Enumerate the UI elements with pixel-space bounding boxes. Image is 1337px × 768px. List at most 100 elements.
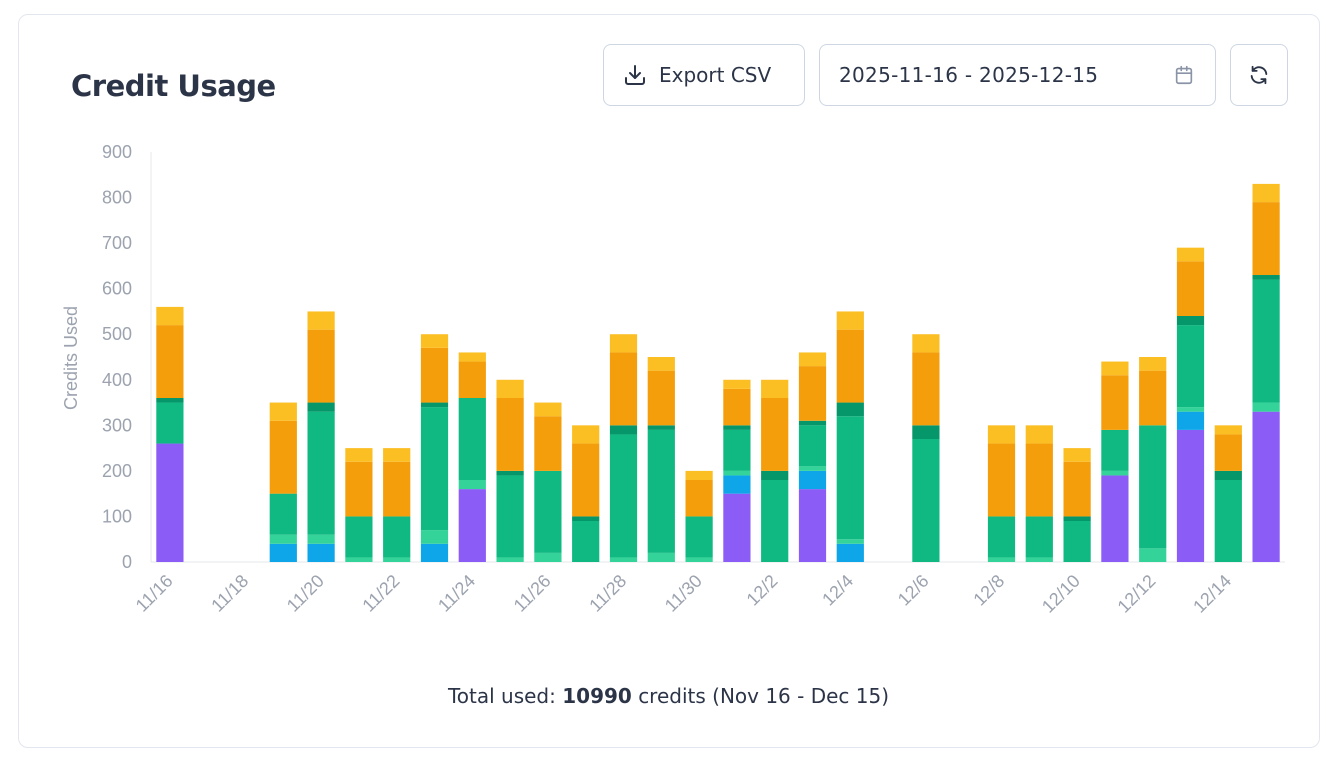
page-title: Credit Usage — [71, 69, 276, 103]
bar-segment — [1214, 425, 1242, 435]
bar-segment — [458, 480, 486, 490]
date-range-value: 2025-11-16 - 2025-12-15 — [839, 63, 1099, 87]
bar-segment — [987, 425, 1016, 444]
bar-segment — [1025, 443, 1053, 517]
bar-segment — [420, 402, 449, 408]
bar-segment — [1063, 521, 1091, 562]
bar-segment — [609, 557, 638, 562]
bar-segment — [685, 480, 713, 517]
y-tick-label: 900 — [102, 142, 132, 162]
download-icon — [623, 63, 647, 87]
bar-segment — [383, 516, 411, 558]
total-used-prefix: Total used: — [447, 684, 556, 708]
total-used-value: 10990 — [562, 684, 632, 708]
bar-segment — [572, 443, 600, 517]
bar-segment — [269, 420, 297, 494]
bar-segment — [458, 398, 486, 480]
bar-segment — [1101, 470, 1129, 476]
bar-segment — [1025, 516, 1053, 558]
bar-segment — [307, 402, 335, 412]
bar-segment — [458, 489, 486, 562]
bar-segment — [269, 402, 297, 421]
bar-segment — [987, 516, 1016, 558]
y-tick-label: 200 — [102, 461, 132, 481]
bar-segment — [609, 425, 638, 435]
bar-segment — [496, 475, 524, 558]
bar-segment — [420, 407, 449, 531]
bar-segment — [1252, 279, 1280, 403]
x-tick-label: 11/20 — [283, 571, 328, 616]
bar-segment — [647, 425, 675, 430]
bar-segment — [307, 543, 335, 562]
total-used-suffix: credits (Nov 16 - Dec 15) — [638, 684, 890, 708]
bar-segment — [836, 539, 864, 544]
bar-segment — [723, 388, 751, 426]
bar-segment — [647, 429, 675, 553]
y-tick-label: 700 — [102, 233, 132, 253]
x-tick-label: 12/8 — [969, 571, 1008, 610]
bar-segment — [345, 461, 373, 517]
bar-segment — [1025, 425, 1053, 444]
bar-segment — [420, 347, 449, 403]
bar-segment — [987, 557, 1016, 562]
bar-segment — [1252, 411, 1280, 562]
bar-segment — [458, 352, 486, 362]
bar-segment — [345, 557, 373, 562]
export-csv-label: Export CSV — [659, 63, 772, 87]
bar-segment — [723, 425, 751, 430]
bar-segment — [496, 470, 524, 476]
bar-segment — [609, 334, 638, 353]
bar-segment — [534, 470, 562, 553]
bar-segment — [1063, 461, 1091, 517]
bar-segment — [1176, 261, 1205, 316]
bar-segment — [383, 461, 411, 517]
export-csv-button[interactable]: Export CSV — [603, 44, 805, 106]
bar-segment — [156, 443, 184, 562]
bar-segment — [798, 366, 827, 421]
bar-segment — [912, 334, 940, 353]
bar-segment — [723, 429, 751, 471]
bar-segment — [761, 480, 789, 562]
y-tick-label: 400 — [102, 370, 132, 390]
bar-segment — [798, 466, 827, 471]
date-range-picker[interactable]: 2025-11-16 - 2025-12-15 — [819, 44, 1216, 106]
bar-segment — [798, 470, 827, 490]
refresh-button[interactable] — [1230, 44, 1288, 106]
bar-segment — [1139, 357, 1167, 371]
bar-segment — [1214, 434, 1242, 471]
bar-segment — [1176, 316, 1205, 326]
bar-segment — [307, 311, 335, 330]
bar-segment — [912, 439, 940, 562]
x-tick-label: 11/24 — [434, 571, 479, 616]
bar-segment — [1101, 429, 1129, 471]
y-tick-label: 0 — [122, 552, 132, 572]
bar-segment — [307, 329, 335, 403]
bar-segment — [1101, 375, 1129, 430]
bar-segment — [685, 470, 713, 480]
x-tick-label: 11/16 — [132, 571, 177, 616]
bar-segment — [458, 361, 486, 398]
x-tick-label: 12/14 — [1189, 571, 1235, 617]
bar-segment — [798, 425, 827, 467]
x-tick-label: 12/12 — [1114, 571, 1160, 617]
bar-segment — [1139, 370, 1167, 426]
bar-segment — [496, 557, 524, 562]
bar-segment — [156, 325, 184, 398]
bar-segment — [496, 398, 524, 471]
bar-segment — [798, 420, 827, 426]
bar-segment — [1252, 183, 1280, 203]
bar-segment — [420, 543, 449, 562]
bar-segment — [156, 402, 184, 444]
calendar-icon — [1173, 64, 1195, 86]
bar-segment — [1252, 202, 1280, 275]
bar-segment — [723, 470, 751, 476]
bar-segment — [609, 352, 638, 426]
bar-segment — [761, 379, 789, 398]
bar-segment — [345, 516, 373, 558]
bar-segment — [345, 448, 373, 462]
bar-segment — [836, 311, 864, 330]
bar-segment — [269, 493, 297, 535]
x-tick-label: 12/4 — [818, 571, 857, 610]
bar-segment — [1139, 425, 1167, 549]
bar-segment — [383, 557, 411, 562]
